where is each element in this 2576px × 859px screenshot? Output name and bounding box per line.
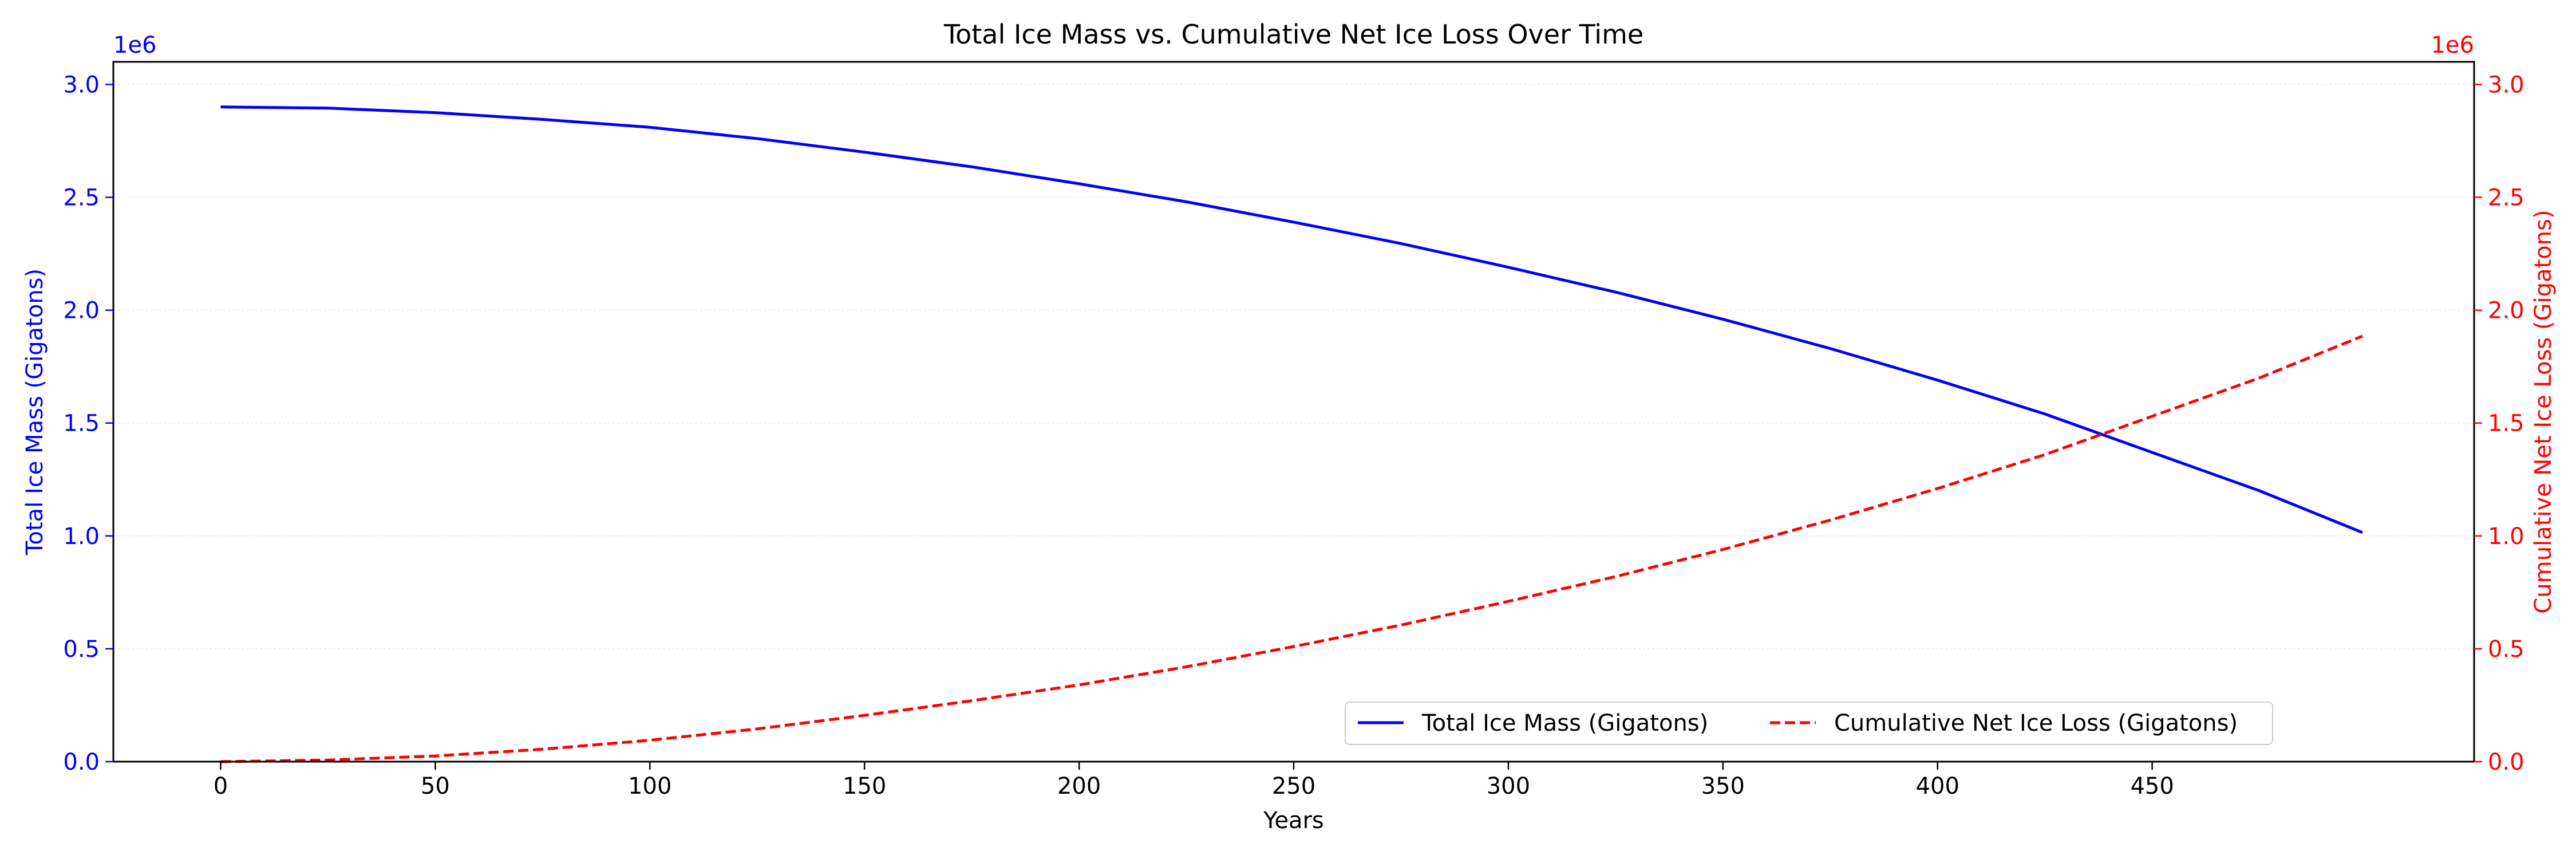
x-tick-label: 200 xyxy=(1057,773,1101,799)
y-left-tick-label: 1.0 xyxy=(63,523,100,550)
x-tick-label: 400 xyxy=(1916,773,1959,799)
legend-label-total-ice-mass: Total Ice Mass (Gigatons) xyxy=(1421,710,1708,736)
y-right-tick-label: 1.5 xyxy=(2488,411,2524,437)
y-left-tick-label: 2.0 xyxy=(63,298,100,324)
legend: Total Ice Mass (Gigatons) Cumulative Net… xyxy=(1345,702,2273,745)
x-tick-label: 350 xyxy=(1701,773,1745,799)
y-right-tick-label: 2.0 xyxy=(2488,298,2524,324)
legend-label-cumulative-net-ice-loss: Cumulative Net Ice Loss (Gigatons) xyxy=(1834,710,2238,736)
y-left-tick-label: 2.5 xyxy=(63,185,100,211)
x-axis-label: Years xyxy=(1263,807,1324,834)
y-left-tick-label: 0.5 xyxy=(63,636,100,663)
y-right-tick-label: 0.0 xyxy=(2488,749,2524,775)
y-axis-right: 0.0 0.5 1.0 1.5 2.0 2.5 3.0 xyxy=(2474,72,2524,775)
y-right-tick-label: 1.0 xyxy=(2488,523,2524,550)
y-right-tick-label: 3.0 xyxy=(2488,72,2524,98)
y-axis-left-label: Total Ice Mass (Gigatons) xyxy=(22,269,48,555)
y-right-tick-label: 2.5 xyxy=(2488,185,2524,211)
y-right-tick-label: 0.5 xyxy=(2488,636,2524,663)
x-tick-label: 250 xyxy=(1272,773,1315,799)
x-axis: 0 50 100 150 200 250 300 350 400 450 xyxy=(214,762,2174,799)
y-left-tick-label: 3.0 xyxy=(63,72,100,98)
y-axis-left-offset: 1e6 xyxy=(113,32,157,58)
x-tick-label: 450 xyxy=(2130,773,2174,799)
series-line-cumulative-net-ice-loss xyxy=(220,334,2363,763)
x-tick-label: 100 xyxy=(628,773,671,799)
x-tick-label: 50 xyxy=(421,773,450,799)
y-left-tick-label: 1.5 xyxy=(63,411,100,437)
series-lines xyxy=(220,105,2363,763)
x-tick-label: 150 xyxy=(843,773,886,799)
y-left-tick-label: 0.0 xyxy=(63,749,100,775)
x-tick-label: 0 xyxy=(214,773,228,799)
chart-title: Total Ice Mass vs. Cumulative Net Ice Lo… xyxy=(943,19,1643,50)
x-tick-label: 300 xyxy=(1487,773,1530,799)
y-axis-left: 0.0 0.5 1.0 1.5 2.0 2.5 3.0 xyxy=(63,72,113,775)
y-axis-right-offset: 1e6 xyxy=(2431,32,2474,58)
series-line-total-ice-mass xyxy=(220,105,2363,534)
y-axis-right-label: Cumulative Net Ice Loss (Gigatons) xyxy=(2530,210,2557,613)
